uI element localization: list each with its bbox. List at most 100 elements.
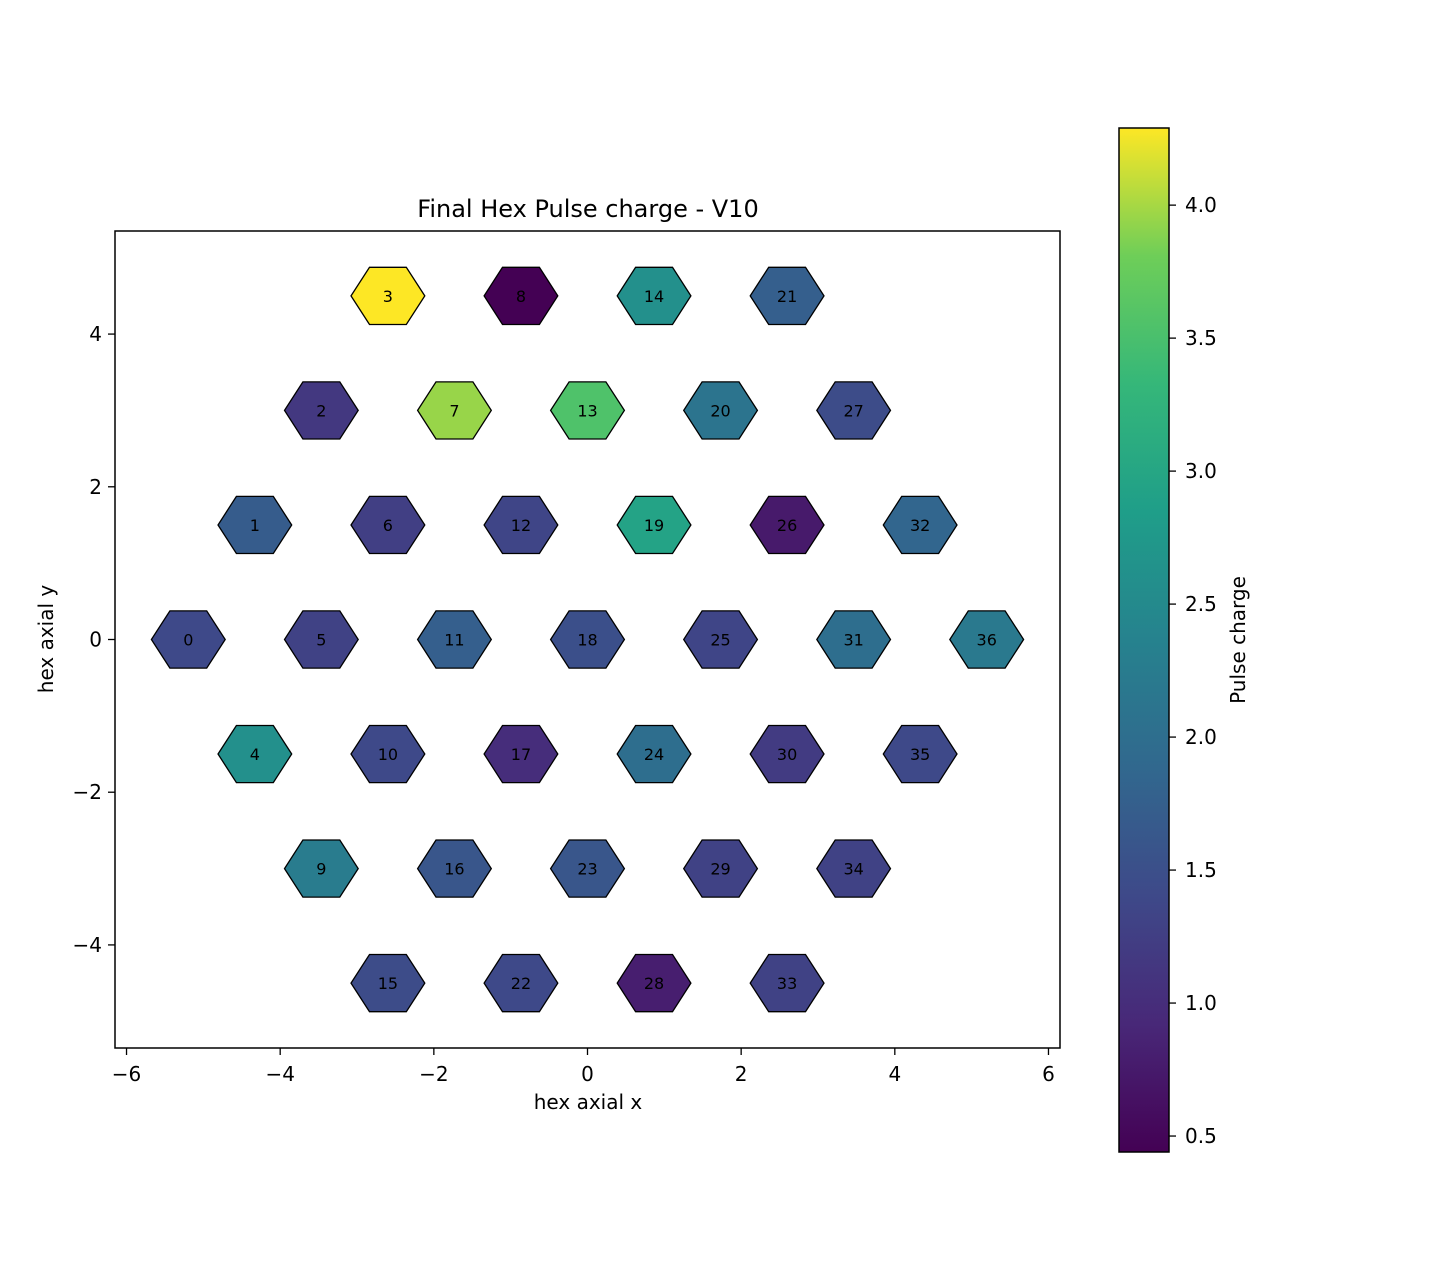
hex-cell (283, 839, 359, 898)
colorbar (1118, 127, 1170, 1153)
hex-cell-label: 3 (383, 287, 393, 306)
y-axis-label: hex axial y (34, 585, 58, 694)
hex-cell-label: 7 (449, 401, 459, 420)
hex-cell (616, 953, 692, 1013)
y-axis: −4 −2 0 2 4 (73, 322, 115, 957)
colorbar-tick-label: 3.5 (1185, 326, 1217, 350)
x-tick-label: 2 (735, 1062, 748, 1086)
hex-cell (749, 266, 825, 326)
colorbar-tick-label: 0.5 (1185, 1124, 1217, 1148)
x-tick-label: 4 (888, 1062, 901, 1086)
hex-cell (816, 839, 892, 898)
chart-title: Final Hex Pulse charge - V10 (417, 195, 758, 223)
hex-cell-label: 26 (777, 516, 797, 535)
hex-cell-label: 30 (777, 745, 797, 764)
hex-cell (350, 953, 426, 1013)
hex-cell-label: 23 (577, 860, 597, 879)
hex-cell-label: 14 (644, 287, 664, 306)
hex-cell-label: 33 (777, 974, 797, 993)
hex-cell (749, 724, 825, 784)
colorbar-axis: 0.5 1.0 1.5 2.0 2.5 3.0 3.5 4.0 (1169, 193, 1217, 1148)
hex-cell (682, 610, 759, 669)
hex-cell-label: 16 (444, 860, 464, 879)
y-tick-label: 4 (89, 322, 102, 346)
hex-cell (217, 495, 293, 555)
hex-cell-label: 21 (777, 287, 797, 306)
hex-cell (549, 610, 626, 669)
hex-cell-label: 22 (511, 974, 531, 993)
hex-cell-label: 20 (710, 401, 730, 420)
hex-cell (616, 724, 692, 784)
x-axis: −6 −4 −2 0 2 4 6 (112, 1048, 1055, 1086)
hex-cell (549, 381, 626, 440)
hex-cell (283, 610, 359, 669)
hex-cell-label: 32 (910, 516, 930, 535)
hex-cell-label: 10 (378, 745, 398, 764)
hex-cell-label: 0 (183, 631, 193, 650)
plot-cells: 0123456789101112131415161718192021222324… (150, 266, 1025, 1013)
x-tick-label: −2 (419, 1062, 448, 1086)
x-tick-label: 0 (581, 1062, 594, 1086)
hex-cell (882, 724, 958, 784)
y-tick-label: 0 (89, 628, 102, 652)
hex-cell-label: 35 (910, 745, 930, 764)
x-tick-label: −4 (265, 1062, 294, 1086)
hex-cell (483, 495, 559, 555)
hex-cell-label: 4 (250, 745, 260, 764)
hex-cell-label: 8 (516, 287, 526, 306)
hex-cell-label: 5 (316, 631, 326, 650)
hex-cell (350, 266, 426, 326)
x-axis-label: hex axial x (534, 1090, 643, 1114)
x-tick-label: 6 (1042, 1062, 1055, 1086)
x-tick-label: −6 (112, 1062, 141, 1086)
hex-cell-label: 28 (644, 974, 664, 993)
hex-cell (882, 495, 958, 555)
hex-cell (416, 381, 493, 440)
hex-cell (682, 381, 759, 440)
hex-cell-label: 12 (511, 516, 531, 535)
hex-cell-label: 15 (378, 974, 398, 993)
hex-cell-label: 6 (383, 516, 393, 535)
hex-cell (483, 724, 559, 784)
colorbar-tick-label: 2.5 (1185, 592, 1217, 616)
hex-cell-label: 27 (843, 401, 863, 420)
hex-cell (350, 495, 426, 555)
colorbar-tick-label: 1.0 (1185, 991, 1217, 1015)
hex-cell (749, 495, 825, 555)
colorbar-tick-label: 2.0 (1185, 725, 1217, 749)
hex-cell (483, 266, 559, 326)
hex-cell (949, 610, 1025, 669)
hex-cell (217, 724, 293, 784)
hex-cell-label: 31 (843, 631, 863, 650)
hex-cell-label: 19 (644, 516, 664, 535)
hex-cell (816, 381, 892, 440)
hex-cell-label: 9 (316, 860, 326, 879)
colorbar-tick-label: 1.5 (1185, 858, 1217, 882)
hex-cell (483, 953, 559, 1013)
hex-cell (283, 381, 359, 440)
hex-cell (150, 610, 226, 669)
hex-cell (616, 495, 692, 555)
hex-cell (416, 610, 493, 669)
y-tick-label: −4 (73, 933, 102, 957)
y-tick-label: −2 (73, 780, 102, 804)
colorbar-tick-label: 3.0 (1185, 459, 1217, 483)
hex-cell (749, 953, 825, 1013)
hex-cell (682, 839, 759, 898)
hex-cell-label: 11 (444, 631, 464, 650)
hex-cell-label: 29 (710, 860, 730, 879)
hex-cell-label: 1 (250, 516, 260, 535)
hex-cell (416, 839, 493, 898)
y-tick-label: 2 (89, 475, 102, 499)
hex-cell-label: 36 (977, 631, 997, 650)
hex-cell-label: 17 (511, 745, 531, 764)
hex-cell-label: 34 (843, 860, 863, 879)
hex-cell (816, 610, 892, 669)
hex-cell-label: 18 (577, 631, 597, 650)
hex-cell (616, 266, 692, 326)
hex-cell-label: 24 (644, 745, 664, 764)
hex-cell-label: 25 (710, 631, 730, 650)
hex-cell (350, 724, 426, 784)
hex-cell-label: 2 (316, 401, 326, 420)
